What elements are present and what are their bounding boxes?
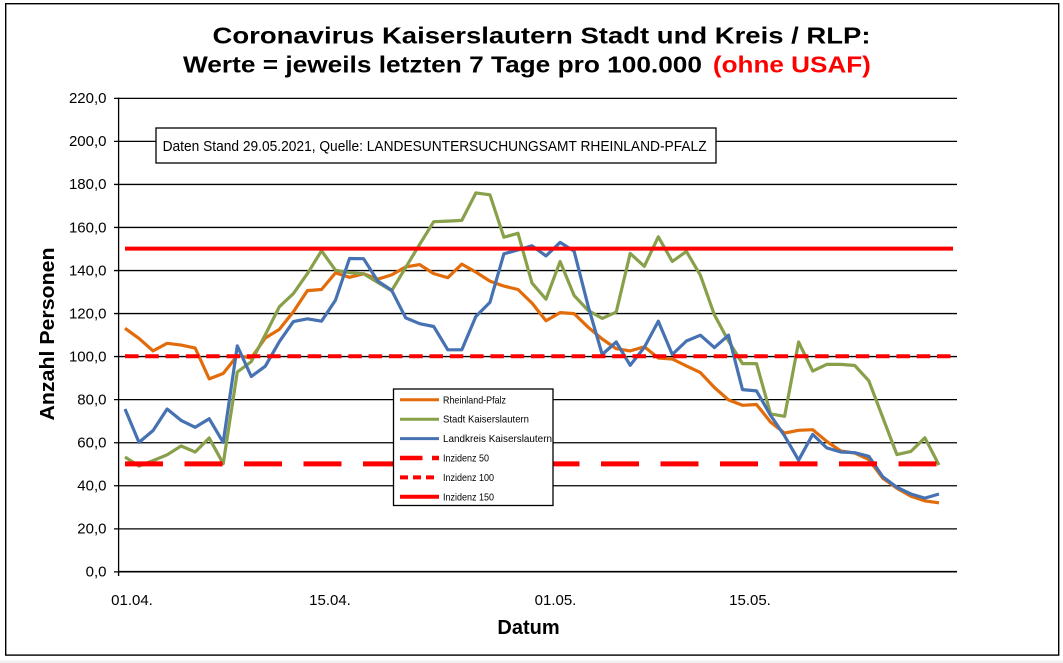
svg-text:120,0: 120,0 — [69, 305, 107, 322]
svg-text:01.05.: 01.05. — [535, 592, 577, 609]
svg-text:80,0: 80,0 — [77, 392, 106, 409]
svg-text:Inzidenz 50: Inzidenz 50 — [443, 453, 489, 465]
svg-text:160,0: 160,0 — [69, 219, 107, 236]
svg-text:180,0: 180,0 — [69, 176, 107, 193]
svg-text:15.04.: 15.04. — [309, 592, 351, 609]
svg-text:Stadt Kaiserslautern: Stadt Kaiserslautern — [443, 414, 529, 426]
svg-text:60,0: 60,0 — [77, 435, 106, 452]
svg-text:20,0: 20,0 — [77, 521, 106, 538]
svg-text:Werte = jeweils letzten 7 Tage: Werte = jeweils letzten 7 Tage pro 100.0… — [183, 52, 702, 78]
svg-text:Rheinland-Pfalz: Rheinland-Pfalz — [443, 394, 506, 406]
svg-text:220,0: 220,0 — [69, 90, 107, 107]
svg-text:Inzidenz 100: Inzidenz 100 — [443, 472, 494, 484]
svg-text:Anzahl Personen: Anzahl Personen — [37, 248, 59, 421]
svg-text:100,0: 100,0 — [69, 348, 107, 365]
svg-text:40,0: 40,0 — [77, 478, 106, 495]
svg-text:Datum: Datum — [497, 617, 559, 639]
svg-text:140,0: 140,0 — [69, 262, 107, 279]
svg-text:(ohne USAF): (ohne USAF) — [713, 52, 871, 78]
svg-text:0,0: 0,0 — [86, 564, 107, 581]
svg-text:200,0: 200,0 — [69, 133, 107, 150]
svg-text:Landkreis Kaiserslautern: Landkreis Kaiserslautern — [443, 433, 552, 445]
svg-text:Coronavirus Kaiserslautern Sta: Coronavirus Kaiserslautern Stadt und Kre… — [213, 23, 871, 49]
svg-text:01.04.: 01.04. — [111, 592, 153, 609]
svg-text:15.05.: 15.05. — [729, 592, 771, 609]
svg-text:Daten Stand 29.05.2021, Quelle: Daten Stand 29.05.2021, Quelle: LANDESUN… — [163, 138, 707, 155]
svg-text:Inzidenz 150: Inzidenz 150 — [443, 491, 494, 503]
